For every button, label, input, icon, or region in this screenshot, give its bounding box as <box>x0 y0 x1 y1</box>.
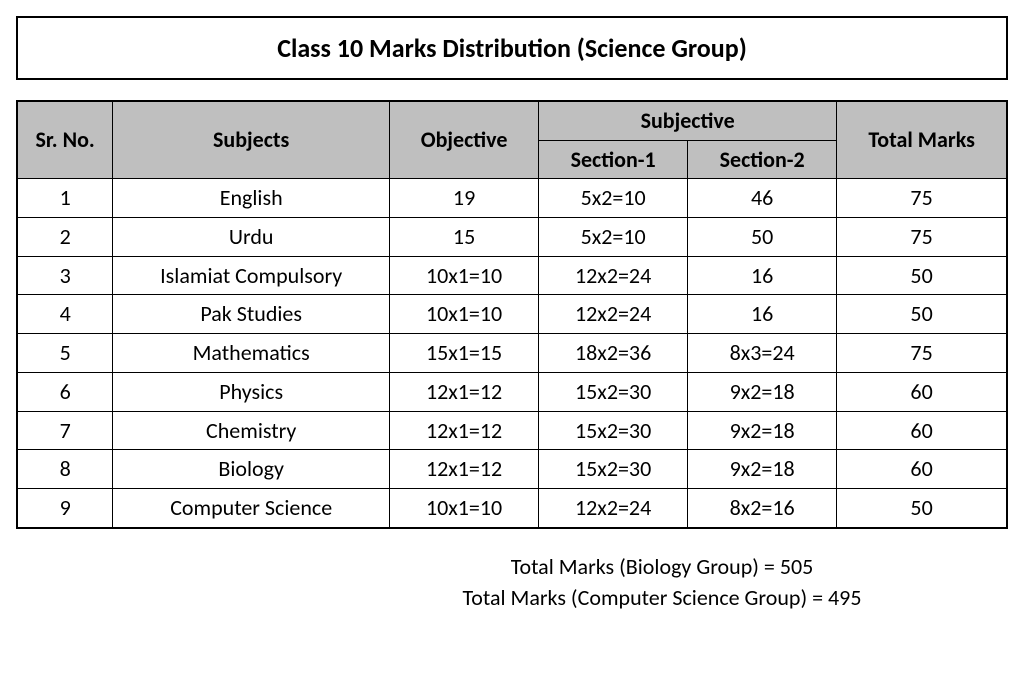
table-row: 9Computer Science10x1=1012x2=248x2=1650 <box>17 488 1007 527</box>
cell-subject: Biology <box>113 450 390 489</box>
header-subjective: Subjective <box>539 101 837 140</box>
table-row: 5Mathematics15x1=1518x2=368x3=2475 <box>17 334 1007 373</box>
total-cs-group: Total Marks (Computer Science Group) = 4… <box>316 584 1008 611</box>
title-box: Class 10 Marks Distribution (Science Gro… <box>16 16 1008 80</box>
cell-objective: 10x1=10 <box>390 295 539 334</box>
cell-section2: 16 <box>688 295 837 334</box>
cell-section2: 9x2=18 <box>688 450 837 489</box>
page-title: Class 10 Marks Distribution (Science Gro… <box>277 32 747 64</box>
cell-srno: 2 <box>17 218 113 257</box>
table-row: 4Pak Studies10x1=1012x2=241650 <box>17 295 1007 334</box>
cell-section2: 8x3=24 <box>688 334 837 373</box>
table-row: 3Islamiat Compulsory10x1=1012x2=241650 <box>17 256 1007 295</box>
cell-section1: 18x2=36 <box>539 334 688 373</box>
cell-section2: 8x2=16 <box>688 488 837 527</box>
header-row-1: Sr. No. Subjects Objective Subjective To… <box>17 101 1007 140</box>
cell-objective: 15 <box>390 218 539 257</box>
header-srno: Sr. No. <box>17 101 113 179</box>
table-row: 8Biology12x1=1215x2=309x2=1860 <box>17 450 1007 489</box>
cell-section1: 5x2=10 <box>539 179 688 218</box>
cell-subject: Chemistry <box>113 411 390 450</box>
cell-section1: 12x2=24 <box>539 256 688 295</box>
cell-objective: 15x1=15 <box>390 334 539 373</box>
cell-total: 75 <box>837 179 1007 218</box>
cell-total: 50 <box>837 295 1007 334</box>
cell-total: 60 <box>837 372 1007 411</box>
cell-srno: 4 <box>17 295 113 334</box>
cell-subject: Islamiat Compulsory <box>113 256 390 295</box>
cell-total: 75 <box>837 218 1007 257</box>
cell-srno: 3 <box>17 256 113 295</box>
cell-subject: Physics <box>113 372 390 411</box>
cell-srno: 5 <box>17 334 113 373</box>
table-row: 7Chemistry12x1=1215x2=309x2=1860 <box>17 411 1007 450</box>
cell-subject: Computer Science <box>113 488 390 527</box>
cell-total: 50 <box>837 488 1007 527</box>
cell-total: 60 <box>837 411 1007 450</box>
cell-section1: 15x2=30 <box>539 450 688 489</box>
header-objective: Objective <box>390 101 539 179</box>
cell-section2: 46 <box>688 179 837 218</box>
cell-subject: Urdu <box>113 218 390 257</box>
marks-table: Sr. No. Subjects Objective Subjective To… <box>16 100 1008 529</box>
cell-objective: 10x1=10 <box>390 256 539 295</box>
cell-objective: 12x1=12 <box>390 372 539 411</box>
cell-srno: 6 <box>17 372 113 411</box>
cell-srno: 8 <box>17 450 113 489</box>
totals-block: Total Marks (Biology Group) = 505 Total … <box>16 553 1008 611</box>
cell-total: 60 <box>837 450 1007 489</box>
cell-section2: 9x2=18 <box>688 372 837 411</box>
cell-total: 50 <box>837 256 1007 295</box>
table-row: 2Urdu155x2=105075 <box>17 218 1007 257</box>
header-section1: Section-1 <box>539 140 688 179</box>
cell-section2: 16 <box>688 256 837 295</box>
cell-objective: 12x1=12 <box>390 450 539 489</box>
table-row: 6Physics12x1=1215x2=309x2=1860 <box>17 372 1007 411</box>
table-row: 1English195x2=104675 <box>17 179 1007 218</box>
cell-section2: 50 <box>688 218 837 257</box>
cell-section1: 15x2=30 <box>539 411 688 450</box>
cell-total: 75 <box>837 334 1007 373</box>
cell-objective: 19 <box>390 179 539 218</box>
cell-objective: 10x1=10 <box>390 488 539 527</box>
cell-objective: 12x1=12 <box>390 411 539 450</box>
cell-subject: Mathematics <box>113 334 390 373</box>
cell-srno: 1 <box>17 179 113 218</box>
cell-section2: 9x2=18 <box>688 411 837 450</box>
cell-section1: 12x2=24 <box>539 295 688 334</box>
cell-section1: 15x2=30 <box>539 372 688 411</box>
cell-section1: 5x2=10 <box>539 218 688 257</box>
cell-srno: 7 <box>17 411 113 450</box>
total-biology-group: Total Marks (Biology Group) = 505 <box>316 553 1008 580</box>
cell-subject: English <box>113 179 390 218</box>
cell-srno: 9 <box>17 488 113 527</box>
header-total: Total Marks <box>837 101 1007 179</box>
header-section2: Section-2 <box>688 140 837 179</box>
cell-section1: 12x2=24 <box>539 488 688 527</box>
cell-subject: Pak Studies <box>113 295 390 334</box>
header-subjects: Subjects <box>113 101 390 179</box>
